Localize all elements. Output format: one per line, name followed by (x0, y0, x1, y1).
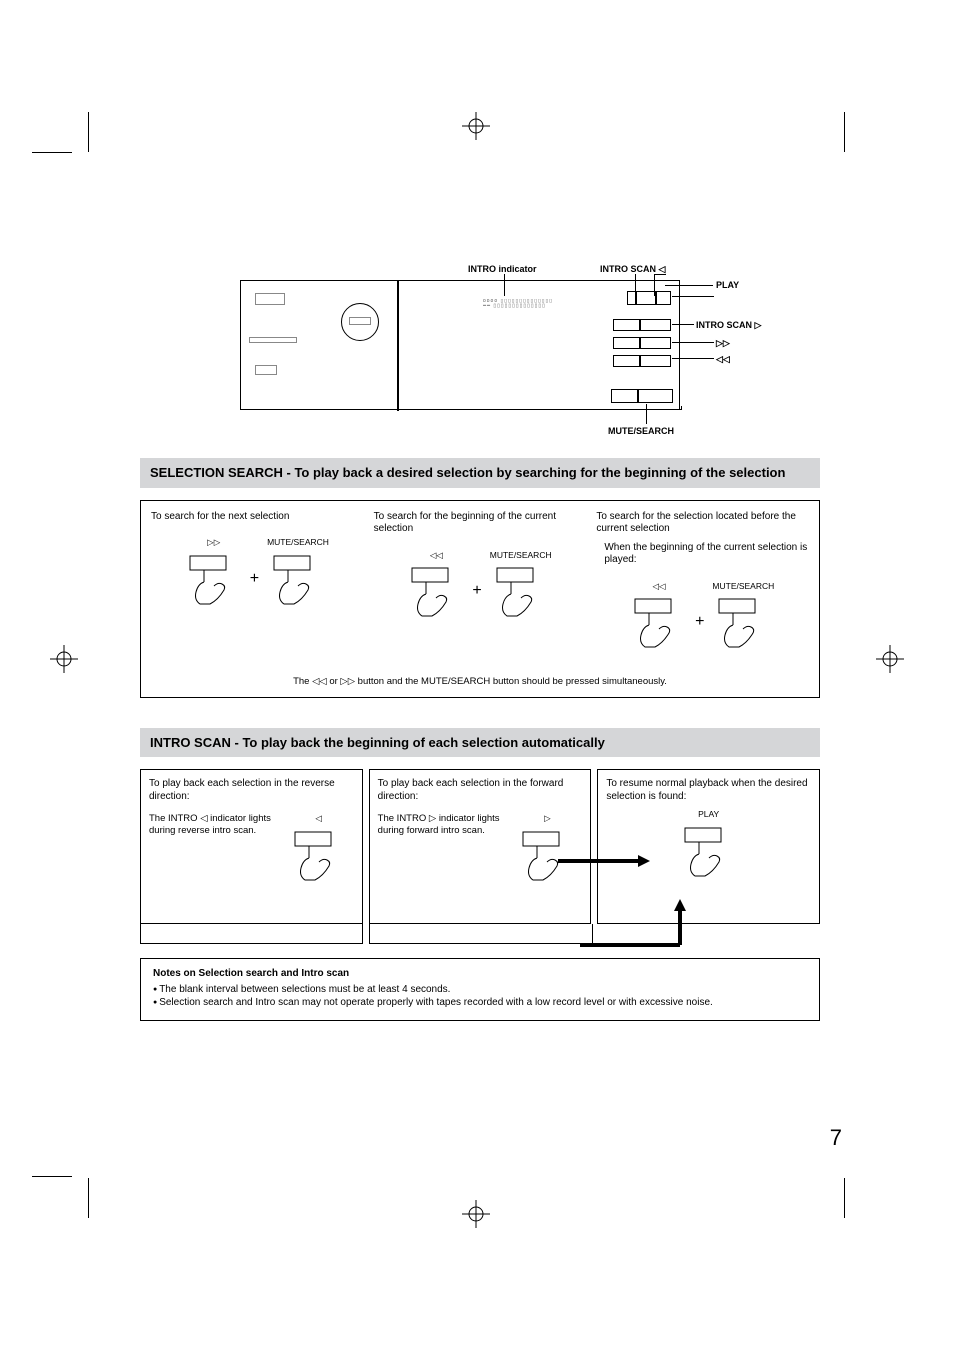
col2-head: To search for the beginning of the curre… (374, 511, 587, 536)
intro-cell-reverse: To play back each selection in the rever… (140, 769, 363, 924)
col1-head: To search for the next selection (151, 511, 364, 524)
col3-sub: When the beginning of the current select… (596, 542, 809, 567)
label-intro-scan-right: INTRO SCAN ▷ (696, 320, 761, 331)
press-button-icon (270, 552, 326, 606)
press-button-icon (715, 595, 771, 649)
cell2-body: The INTRO ▷ indicator lights during forw… (378, 813, 505, 837)
press-button-icon (681, 824, 737, 878)
plus-icon: + (248, 569, 261, 589)
notes-title: Notes on Selection search and Intro scan (153, 967, 807, 981)
press-button-icon (186, 552, 242, 606)
cell2-head: To play back each selection in the forwa… (378, 778, 583, 803)
press-button-icon (493, 564, 549, 618)
press-button-icon (519, 828, 575, 882)
cell1-body: The INTRO ◁ indicator lights during reve… (149, 813, 276, 837)
cell3-btn-label: PLAY (606, 809, 811, 820)
rw-label: ◁◁ (631, 581, 687, 592)
press-button-icon (291, 828, 347, 882)
intro-cell-forward: To play back each selection in the forwa… (369, 769, 592, 924)
plus-icon: + (470, 581, 483, 601)
simultaneous-note: The ◁◁ or ▷▷ button and the MUTE/SEARCH … (151, 676, 809, 687)
registration-mark-icon (462, 1200, 490, 1228)
section-selection-search-title: SELECTION SEARCH - To play back a desire… (140, 458, 820, 488)
page-number: 7 (830, 1125, 842, 1151)
label-ff: ▷▷ (716, 338, 730, 349)
label-intro-indicator: INTRO indicator (468, 264, 537, 274)
col3-head: To search for the selection located befo… (596, 511, 809, 536)
label-mute-search: MUTE/SEARCH (608, 426, 674, 436)
crop-mark (88, 1178, 89, 1218)
label-rw: ◁◁ (716, 354, 730, 365)
section-intro-scan-title: INTRO SCAN - To play back the beginning … (140, 728, 820, 758)
crop-mark (88, 112, 89, 152)
crop-mark (32, 1176, 72, 1177)
page-content: INTRO indicator INTRO SCAN ◁ PLAY INTRO … (140, 250, 820, 1021)
cell1-btn-label: ◁ (284, 813, 354, 824)
crop-mark (844, 112, 845, 152)
label-play: PLAY (716, 280, 739, 290)
intro-scan-row: To play back each selection in the rever… (140, 769, 820, 924)
selsearch-col3: To search for the selection located befo… (596, 511, 809, 654)
cell2-btn-label: ▷ (512, 813, 582, 824)
device-diagram: INTRO indicator INTRO SCAN ◁ PLAY INTRO … (140, 250, 820, 440)
display-area: 8888 ▯▯▯▯▯▯▯▯▯▯▯▯▯▯━━ ▯▯▯▯▯▯▯▯▯▯▯▯▯▯ (483, 299, 603, 319)
crop-mark (844, 1178, 845, 1218)
registration-mark-icon (462, 112, 490, 140)
intro-cell-ext (140, 924, 363, 944)
selsearch-col1: To search for the next selection ▷▷ + MU… (151, 511, 364, 654)
plus-icon: + (693, 612, 706, 632)
rw-label: ◁◁ (408, 550, 464, 561)
crop-mark (32, 152, 72, 153)
selsearch-col2: To search for the beginning of the curre… (374, 511, 587, 654)
notes-box: Notes on Selection search and Intro scan… (140, 958, 820, 1021)
note-item: The blank interval between selections mu… (153, 983, 807, 997)
registration-mark-icon (50, 645, 78, 673)
press-button-icon (408, 564, 464, 618)
press-button-icon (631, 595, 687, 649)
selection-search-box: To search for the next selection ▷▷ + MU… (140, 500, 820, 698)
registration-mark-icon (876, 645, 904, 673)
intro-cell-ext (369, 924, 592, 944)
cell3-head: To resume normal playback when the desir… (606, 778, 811, 803)
mute-label: MUTE/SEARCH (712, 581, 774, 592)
mute-label: MUTE/SEARCH (267, 537, 329, 548)
mute-label: MUTE/SEARCH (490, 550, 552, 561)
note-item: Selection search and Intro scan may not … (153, 996, 807, 1010)
device-outline: 8888 ▯▯▯▯▯▯▯▯▯▯▯▯▯▯━━ ▯▯▯▯▯▯▯▯▯▯▯▯▯▯ (240, 280, 680, 410)
cell1-head: To play back each selection in the rever… (149, 778, 354, 803)
intro-cell-resume: To resume normal playback when the desir… (597, 769, 820, 924)
ff-label: ▷▷ (186, 537, 242, 548)
